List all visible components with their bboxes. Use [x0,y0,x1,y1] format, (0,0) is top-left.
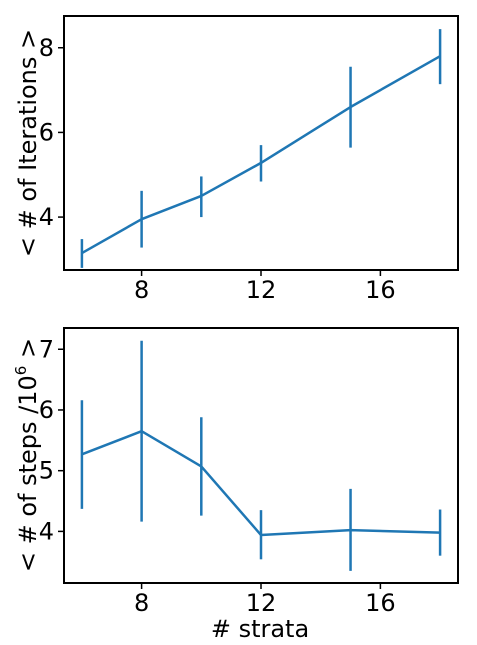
top-y-axis-label-wrap: < # of Iterations > [14,29,42,257]
top-y-tick-label: 8 [39,34,54,62]
bottom-y-tick-label: 4 [39,517,54,545]
bottom-y-tick-label: 5 [39,457,54,485]
top-x-tick-label: 8 [134,276,149,304]
top-y-axis-label: < # of Iterations > [14,29,42,257]
bottom-y-tick-label: 7 [39,335,54,363]
bottom-y-axis-label-exponent: 6 [12,366,30,376]
top-y-tick-label: 6 [39,118,54,146]
bottom-y-axis-label: < # of steps /106 > [12,338,42,572]
top-x-tick-label: 16 [365,276,396,304]
bottom-series-line [81,429,441,537]
top-x-tick-label: 12 [246,276,277,304]
bottom-x-tick-label: 12 [246,589,277,617]
top-chart-panel: < # of Iterations > 8 12 16 4 6 8 [14,15,459,304]
top-series-line [81,55,441,255]
bottom-y-axis-label-end: > [14,338,42,366]
bottom-y-tick-label: 6 [39,396,54,424]
top-plot-frame [63,15,459,271]
top-y-tick-label: 4 [39,203,54,231]
bottom-y-axis-label-main: < # of steps /10 [14,375,42,572]
bottom-x-axis-label: # strata [211,615,309,643]
bottom-x-tick-label: 16 [365,589,396,617]
bottom-x-tick-label: 8 [134,589,149,617]
bottom-y-axis-label-wrap: < # of steps /106 > [12,338,42,572]
